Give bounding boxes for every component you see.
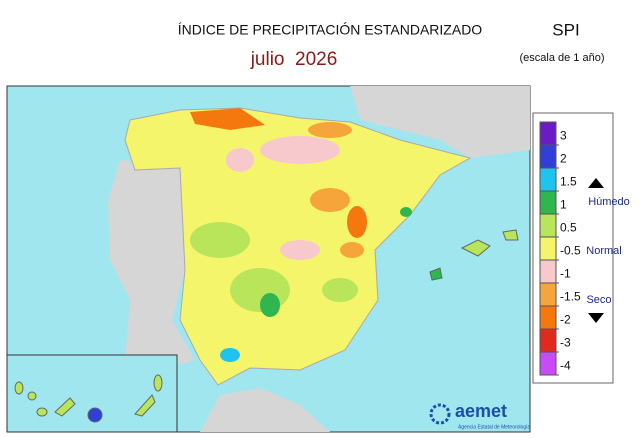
legend-tick-label: -2 — [560, 313, 571, 327]
dry-label: Seco — [586, 294, 611, 306]
legend-swatch — [539, 167, 557, 192]
france — [350, 86, 530, 158]
legend-tick-label: 1 — [560, 198, 567, 212]
legend-tick-label: 0.5 — [560, 221, 577, 235]
legend-swatch — [539, 213, 557, 238]
legend-swatch — [539, 236, 557, 261]
legend-tick-label: 3 — [560, 129, 567, 143]
logo-agency: Agencia Estatal de Meteorología — [458, 424, 530, 430]
legend-tick-label: -1.5 — [560, 290, 581, 304]
legend-tick-label: 2 — [560, 152, 567, 166]
legend-tick-label: -1 — [560, 267, 571, 281]
portugal — [108, 160, 195, 370]
legend-tick-label: 1.5 — [560, 175, 577, 189]
logo: aemet Agencia Estatal de Meteorología — [429, 401, 530, 430]
legend-swatch — [539, 144, 557, 169]
legend-tick-label: -4 — [560, 359, 571, 373]
title: ÍNDICE DE PRECIPITACIÓN ESTANDARIZADO — [178, 22, 483, 38]
menorca — [502, 229, 519, 241]
arrow-down — [588, 313, 604, 323]
legend-swatch — [539, 351, 557, 376]
legend-scale: 3 2 1.5 1 0.5 -0.5 -1 -1.5 -2 -3 -4 — [539, 121, 581, 376]
legend-swatch — [539, 328, 557, 353]
wet-label: Húmedo — [588, 196, 630, 208]
mallorca — [460, 239, 491, 257]
normal-label: Normal — [586, 245, 621, 257]
map — [6, 85, 531, 433]
anomalies — [190, 108, 412, 362]
legend-swatch — [539, 190, 557, 215]
legend-swatch — [539, 121, 557, 146]
arrow-up — [588, 178, 604, 188]
legend-swatch — [539, 305, 557, 330]
scale: (escala de 1 año) — [520, 52, 605, 64]
legend-tick-label: -3 — [560, 336, 571, 350]
canarias — [14, 374, 163, 423]
legend-tick-label: -0.5 — [560, 244, 581, 258]
africa — [200, 388, 330, 432]
logo-name: aemet — [455, 401, 507, 421]
ibiza — [429, 267, 443, 281]
legend-swatch — [539, 282, 557, 307]
date: julio 2026 — [250, 49, 338, 70]
legend-swatch — [539, 259, 557, 284]
index: SPI — [552, 20, 579, 39]
